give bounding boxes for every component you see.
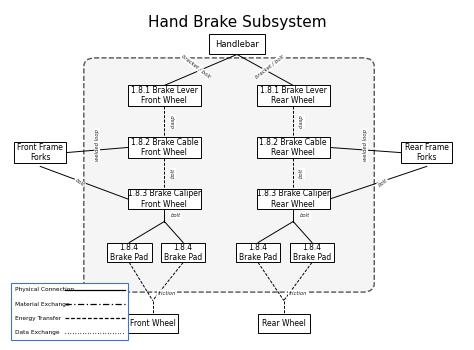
FancyBboxPatch shape [127,314,178,333]
FancyBboxPatch shape [257,189,329,209]
FancyBboxPatch shape [401,142,453,163]
Text: 1.8.1 Brake Lever
Rear Wheel: 1.8.1 Brake Lever Rear Wheel [260,86,327,105]
Text: welded loop: welded loop [363,129,368,161]
FancyBboxPatch shape [84,58,374,292]
FancyBboxPatch shape [128,137,201,158]
Text: bracket / bolt: bracket / bolt [181,54,211,79]
FancyBboxPatch shape [11,283,128,340]
Text: 1.8.4
Brake Pad: 1.8.4 Brake Pad [164,243,202,262]
FancyBboxPatch shape [258,314,310,333]
Text: 1.8.3 Brake Caliper
Front Wheel: 1.8.3 Brake Caliper Front Wheel [128,189,201,209]
Text: Handlebar: Handlebar [215,40,259,49]
Text: 1.8.4
Brake Pad: 1.8.4 Brake Pad [110,243,148,262]
Text: 1.8.2 Brake Cable
Front Wheel: 1.8.2 Brake Cable Front Wheel [131,138,198,157]
FancyBboxPatch shape [15,142,66,163]
Text: Front Wheel: Front Wheel [130,319,176,328]
Text: 1.8.4
Brake Pad: 1.8.4 Brake Pad [293,243,331,262]
Text: bolt: bolt [299,168,304,178]
Text: 1.8.2 Brake Cable
Rear Wheel: 1.8.2 Brake Cable Rear Wheel [259,138,327,157]
Text: 1.8.4
Brake Pad: 1.8.4 Brake Pad [239,243,277,262]
Text: welded loop: welded loop [94,129,100,161]
FancyBboxPatch shape [257,137,329,158]
FancyBboxPatch shape [290,243,334,262]
Text: Front Frame
Forks: Front Frame Forks [18,143,63,162]
FancyBboxPatch shape [236,243,280,262]
Text: Rear Wheel: Rear Wheel [262,319,306,328]
Text: clasp: clasp [170,115,175,128]
Text: bracket / bolt: bracket / bolt [255,54,285,79]
FancyBboxPatch shape [128,189,201,209]
Text: bolt: bolt [300,213,310,218]
Text: bolt: bolt [377,178,388,188]
Text: friction: friction [289,291,307,296]
FancyBboxPatch shape [209,34,265,55]
Text: Physical Connection: Physical Connection [15,287,74,292]
Text: Energy Transfer: Energy Transfer [15,316,61,321]
FancyBboxPatch shape [161,243,205,262]
Text: Rear Frame
Forks: Rear Frame Forks [405,143,449,162]
FancyBboxPatch shape [107,243,152,262]
Text: Material Exchange: Material Exchange [15,302,70,307]
Text: Hand Brake Subsystem: Hand Brake Subsystem [148,15,326,30]
Text: 1.8.1 Brake Lever
Front Wheel: 1.8.1 Brake Lever Front Wheel [131,86,198,105]
Text: bolt: bolt [74,178,85,188]
FancyBboxPatch shape [257,85,329,106]
Text: bolt: bolt [170,168,175,178]
Text: bolt: bolt [171,213,181,218]
Text: 1.8.3 Brake Caliper
Rear Wheel: 1.8.3 Brake Caliper Rear Wheel [256,189,330,209]
FancyBboxPatch shape [128,85,201,106]
Text: friction: friction [157,291,176,296]
Text: clasp: clasp [299,115,304,128]
Text: Data Exchange: Data Exchange [15,330,60,335]
